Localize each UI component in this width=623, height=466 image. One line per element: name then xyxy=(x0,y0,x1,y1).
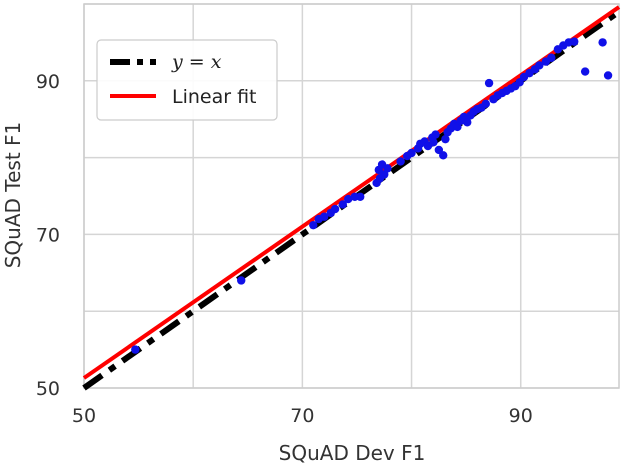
x-axis-label: SQuAD Dev F1 xyxy=(279,441,426,465)
plot-frame xyxy=(83,3,620,389)
data-point xyxy=(320,212,329,221)
data-point xyxy=(441,134,450,144)
legend-label-linear-fit: Linear fit xyxy=(172,86,257,108)
data-point xyxy=(407,148,416,158)
data-point xyxy=(131,345,140,354)
data-point xyxy=(431,130,440,139)
x-tick-label: 70 xyxy=(290,405,314,427)
data-point xyxy=(344,194,353,204)
y-axis-ticks: 50 70 90 xyxy=(36,71,60,400)
x-axis-ticks: 50 70 90 xyxy=(72,405,533,427)
data-point xyxy=(598,38,607,47)
data-point xyxy=(603,71,613,80)
x-tick-label: 50 xyxy=(72,405,96,427)
data-point xyxy=(481,99,490,109)
y-axis-label: SQuAD Test F1 xyxy=(1,122,25,269)
y-tick-label: 70 xyxy=(36,224,60,246)
data-point xyxy=(535,61,544,70)
data-point xyxy=(383,164,392,173)
data-point xyxy=(453,122,462,132)
legend-label-reference-line: y = x xyxy=(171,51,222,73)
data-point xyxy=(547,53,556,62)
data-point xyxy=(570,37,579,46)
reference-lines xyxy=(82,5,621,391)
y-tick-label: 90 xyxy=(36,71,60,93)
data-points xyxy=(131,37,613,354)
data-point xyxy=(463,118,472,127)
data-point xyxy=(330,204,340,214)
data-point xyxy=(396,157,405,166)
y-tick-label: 50 xyxy=(36,378,60,400)
data-point xyxy=(580,67,590,76)
data-point xyxy=(237,276,246,285)
data-point xyxy=(484,78,494,88)
linear-fit-line xyxy=(82,5,621,380)
data-point xyxy=(309,220,318,230)
legend: y = x Linear fit xyxy=(96,39,278,121)
reference-line-y-equals-x xyxy=(82,9,621,391)
data-point xyxy=(356,192,365,201)
data-point xyxy=(439,151,448,160)
x-tick-label: 90 xyxy=(509,405,533,427)
data-point xyxy=(429,138,438,147)
data-point xyxy=(338,200,347,209)
